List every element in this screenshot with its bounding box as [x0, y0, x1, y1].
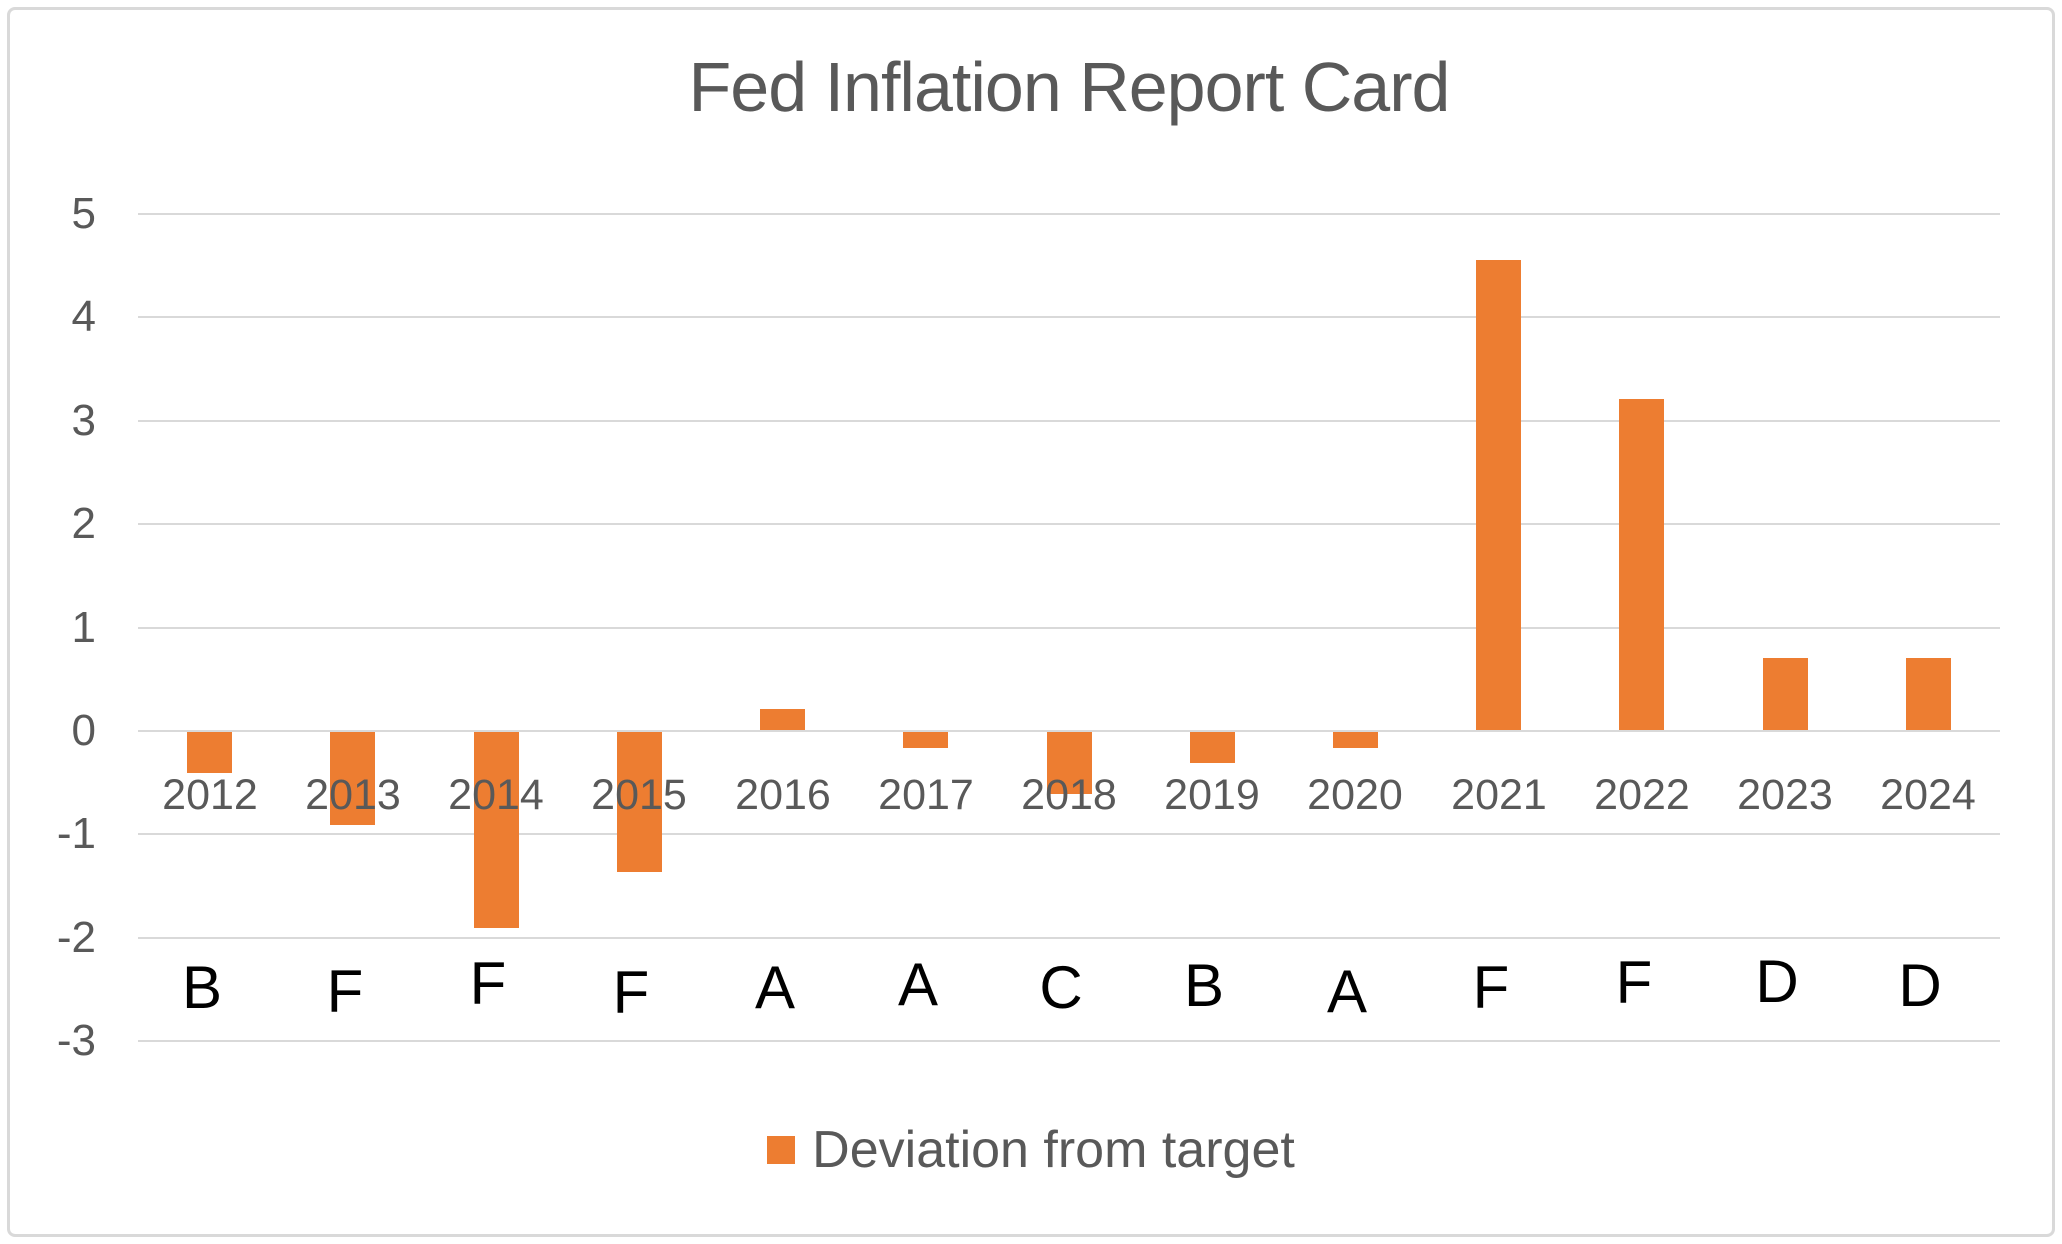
bar [1190, 732, 1235, 763]
chart-title: Fed Inflation Report Card [688, 48, 1451, 126]
frame-border [7, 7, 2055, 1237]
x-axis-tick-label: 2021 [1451, 771, 1547, 819]
grade-label: A [754, 954, 796, 1021]
bar [617, 732, 662, 872]
y-axis-tick-label: 1 [71, 602, 96, 652]
x-axis-tick-label: 2017 [878, 771, 974, 819]
x-axis-tick-label: 2014 [448, 771, 544, 819]
grade-label: F [1472, 954, 1510, 1021]
x-axis-tick-label: 2012 [162, 771, 258, 819]
y-axis-tick-label: -3 [56, 1016, 96, 1066]
x-axis-tick-label: 2016 [735, 771, 831, 819]
grade-label: C [1039, 954, 1083, 1021]
x-axis-tick-label: 2013 [305, 771, 401, 819]
grade-label: B [1183, 952, 1225, 1019]
bar [1476, 260, 1521, 730]
legend-swatch-icon [767, 1136, 796, 1164]
bar [330, 732, 375, 825]
grade-label: F [612, 959, 650, 1026]
x-axis-tick-label: 2019 [1164, 771, 1260, 819]
legend-label: Deviation from target [812, 1121, 1295, 1179]
y-axis-tick-label: 4 [71, 292, 96, 342]
gridline [138, 936, 2000, 939]
x-axis-tick-label: 2018 [1021, 771, 1117, 819]
legend: Deviation from target [0, 1121, 2062, 1179]
bar [1906, 658, 1951, 730]
grade-label: F [469, 950, 507, 1017]
y-axis-tick-label: 0 [71, 706, 96, 755]
y-axis-tick-label: -1 [56, 809, 96, 859]
bar [474, 732, 519, 928]
grade-label: D [1898, 952, 1942, 1019]
bar [1333, 732, 1378, 748]
x-axis-tick-label: 2024 [1880, 771, 1976, 819]
grade-label: F [326, 958, 364, 1025]
gridline [138, 626, 2000, 629]
bar [1619, 399, 1664, 730]
y-axis-tick-label: 5 [71, 189, 96, 238]
gridline [138, 419, 2000, 422]
grade-label: F [1615, 949, 1653, 1016]
gridline [138, 1040, 2000, 1043]
bar [187, 732, 232, 773]
gridline [138, 730, 2000, 732]
y-axis-tick-label: 3 [71, 395, 96, 445]
y-axis-tick-label: -2 [56, 912, 96, 962]
gridline [138, 833, 2000, 836]
x-axis-tick-label: 2020 [1307, 771, 1403, 819]
gridline [138, 316, 2000, 319]
x-axis-tick-label: 2022 [1594, 771, 1690, 819]
grade-label: A [1326, 958, 1368, 1025]
gridline [138, 213, 2000, 215]
y-axis-tick-label: 2 [71, 499, 96, 549]
bar [1047, 732, 1092, 794]
bar [760, 709, 805, 730]
x-axis-tick-label: 2023 [1737, 771, 1833, 819]
grade-label: D [1755, 948, 1799, 1015]
grade-label: A [897, 951, 939, 1018]
bar [903, 732, 948, 748]
gridline [138, 523, 2000, 526]
x-axis-tick-label: 2015 [591, 771, 687, 819]
bar [1763, 658, 1808, 730]
grade-label: B [181, 954, 223, 1021]
